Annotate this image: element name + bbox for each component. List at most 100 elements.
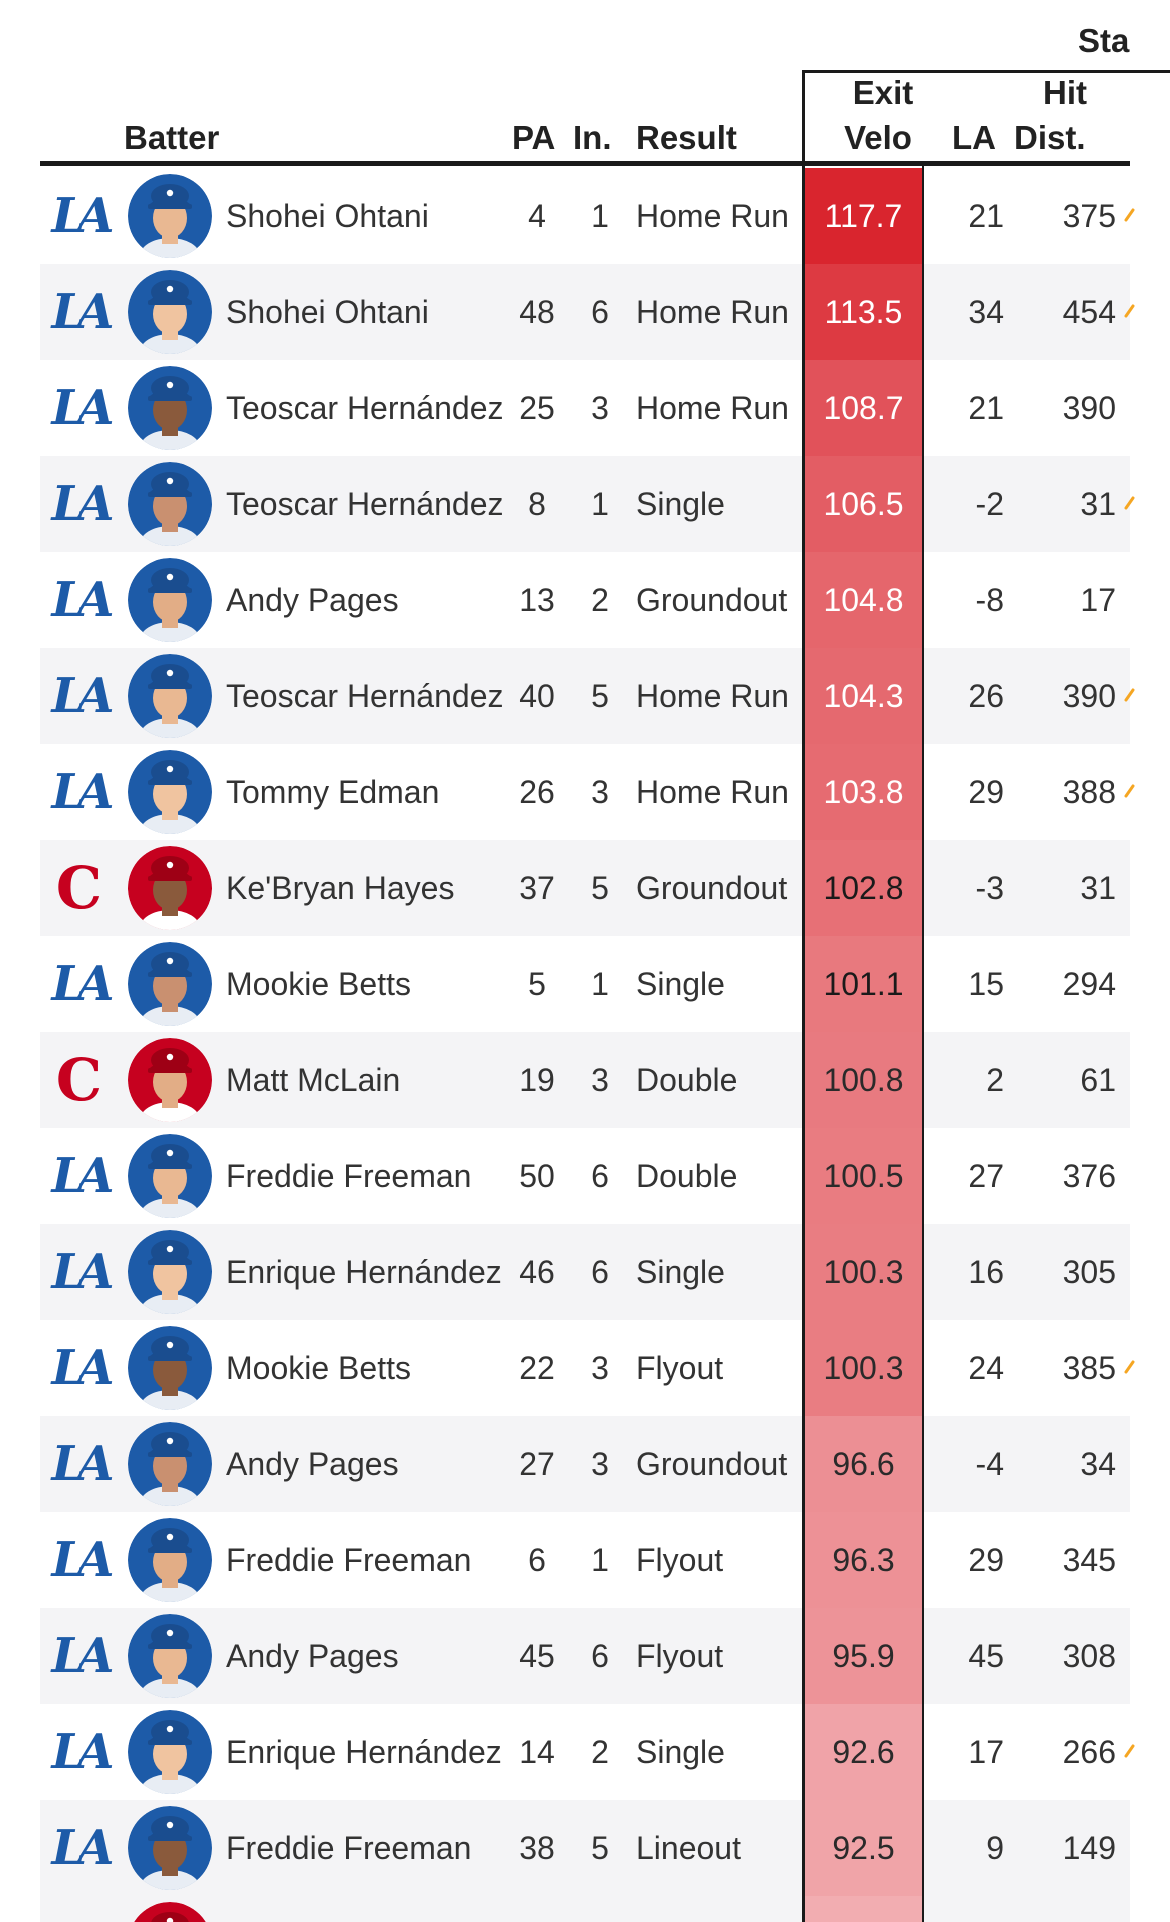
table-row[interactable]: C Ke'Bryan Hayes 37 5 Groundout -3 31 [40,840,1130,936]
batter-name: Andy Pages [226,582,399,618]
player-avatar[interactable] [128,558,212,642]
player-avatar[interactable] [128,942,212,1026]
player-avatar[interactable] [128,1902,212,1922]
player-avatar[interactable] [128,1806,212,1890]
pa-value: 40 [519,678,555,714]
player-avatar[interactable] [128,1518,212,1602]
inning-value: 6 [591,1254,609,1290]
header-hit-dist-line1[interactable]: Hit [1043,74,1087,111]
la-logo-icon-glyph: LA [51,188,115,244]
table-row[interactable]: LA Enrique Hernández 46 6 Single 16 305 [40,1224,1130,1320]
pa-value: 4 [528,198,546,234]
table-row[interactable]: LA Mookie Betts 5 1 Single 15 294 [40,936,1130,1032]
exit-velo-column: 117.7 113.5 108.7 106.5 104.8 104.3 103.8 102.8… [805,168,922,1922]
exit-velo-value: 96.3 [805,1512,922,1608]
player-avatar[interactable] [128,1038,212,1122]
header-batter[interactable]: Batter [124,119,220,156]
batter-name: Teoscar Hernández [226,390,504,426]
header-hit-dist-line2[interactable]: Dist. [1014,119,1086,156]
header-result[interactable]: Result [636,119,737,156]
la-logo-icon: LA [48,1242,115,1302]
pa-value: 37 [519,870,555,906]
table-row[interactable]: LA Andy Pages 45 6 Flyout 45 308 [40,1608,1130,1704]
player-avatar[interactable] [128,1422,212,1506]
la-logo-icon: LA [48,1338,115,1398]
launch-angle-value: 27 [968,1158,1004,1194]
player-avatar[interactable] [128,1230,212,1314]
launch-angle-value: 21 [968,390,1004,426]
player-avatar[interactable] [128,270,212,354]
table-row[interactable]: LA Teoscar Hernández 25 3 Home Run 21 390 [40,360,1130,456]
la-logo-icon: LA [48,378,115,438]
table-row[interactable]: C Matt McLain 19 3 Double 2 61 [40,1032,1130,1128]
table-row[interactable]: LA Andy Pages 27 3 Groundout -4 34 [40,1416,1130,1512]
table-row-partial[interactable] [40,1896,1130,1922]
result-value: Groundout [636,870,788,906]
table-row[interactable]: LA Freddie Freeman 38 5 Lineout 9 149 [40,1800,1130,1896]
player-avatar[interactable] [128,1326,212,1410]
batter-name: Andy Pages [226,1638,399,1674]
header-launch-angle[interactable]: LA [952,119,996,156]
table-row[interactable]: LA Teoscar Hernández 8 1 Single -2 31 [40,456,1135,552]
table-row[interactable]: LA Enrique Hernández 14 2 Single 17 266 [40,1704,1135,1800]
table-row[interactable]: LA Freddie Freeman 50 6 Double 27 376 [40,1128,1130,1224]
reds-logo-icon-glyph: C [55,1046,103,1114]
pa-value: 8 [528,486,546,522]
inning-value: 6 [591,294,609,330]
launch-angle-value: -2 [975,486,1004,522]
exit-velo-value: 96.6 [805,1416,922,1512]
player-avatar[interactable] [128,1614,212,1698]
header-exit-velo-line2[interactable]: Velo [844,119,912,156]
hit-distance-value: 454 [1062,294,1116,330]
hit-distance-value: 34 [1080,1446,1116,1482]
launch-angle-value: -4 [975,1446,1004,1482]
player-avatar[interactable] [128,846,212,930]
launch-angle-value: 16 [968,1254,1004,1290]
player-avatar[interactable] [128,750,212,834]
pa-value: 45 [519,1638,555,1674]
header-pa[interactable]: PA [512,119,556,156]
reds-logo-icon: C [48,1050,110,1110]
pa-value: 46 [519,1254,555,1290]
result-value: Home Run [636,390,789,426]
result-value: Groundout [636,582,788,618]
table-row[interactable]: LA Shohei Ohtani 4 1 Home Run 21 375 [40,168,1135,264]
table-row[interactable]: LA Freddie Freeman 6 1 Flyout 29 345 [40,1512,1130,1608]
inning-value: 5 [591,1830,609,1866]
exit-velo-value: 117.7 [805,168,922,264]
exit-velo-value: 92.6 [805,1704,922,1800]
player-avatar[interactable] [128,366,212,450]
pa-value: 27 [519,1446,555,1482]
table-row[interactable]: LA Shohei Ohtani 48 6 Home Run 34 454 [40,264,1135,360]
header-inning[interactable]: In. [573,119,612,156]
launch-angle-value: 29 [968,1542,1004,1578]
launch-angle-value: 29 [968,774,1004,810]
exit-velo-value: 103.8 [805,744,922,840]
exit-velo-value: 100.3 [805,1320,922,1416]
inning-value: 6 [591,1638,609,1674]
reds-logo-icon: C [48,858,110,918]
la-logo-icon: LA [48,666,115,726]
inning-value: 5 [591,678,609,714]
table-row[interactable]: LA Mookie Betts 22 3 Flyout 24 385 [40,1320,1135,1416]
batter-name: Teoscar Hernández [226,486,504,522]
player-avatar[interactable] [128,174,212,258]
batter-name: Shohei Ohtani [226,198,429,234]
batter-name: Matt McLain [226,1062,401,1098]
player-avatar[interactable] [128,462,212,546]
spark-indicator-icon [1124,688,1136,702]
hit-distance-value: 31 [1080,486,1116,522]
table-row[interactable]: LA Andy Pages 13 2 Groundout -8 17 [40,552,1130,648]
header-exit-velo-line1[interactable]: Exit [852,74,914,111]
table-row[interactable]: LA Tommy Edman 26 3 Home Run 29 388 [40,744,1135,840]
player-avatar[interactable] [128,654,212,738]
inning-value: 5 [591,870,609,906]
hit-distance-value: 31 [1080,870,1116,906]
pa-value: 14 [519,1734,555,1770]
result-value: Double [636,1158,738,1194]
table-row[interactable]: LA Teoscar Hernández 40 5 Home Run 26 390 [40,648,1135,744]
batter-name: Freddie Freeman [226,1542,472,1578]
player-avatar[interactable] [128,1710,212,1794]
spark-indicator-icon [1124,208,1136,222]
player-avatar[interactable] [128,1134,212,1218]
